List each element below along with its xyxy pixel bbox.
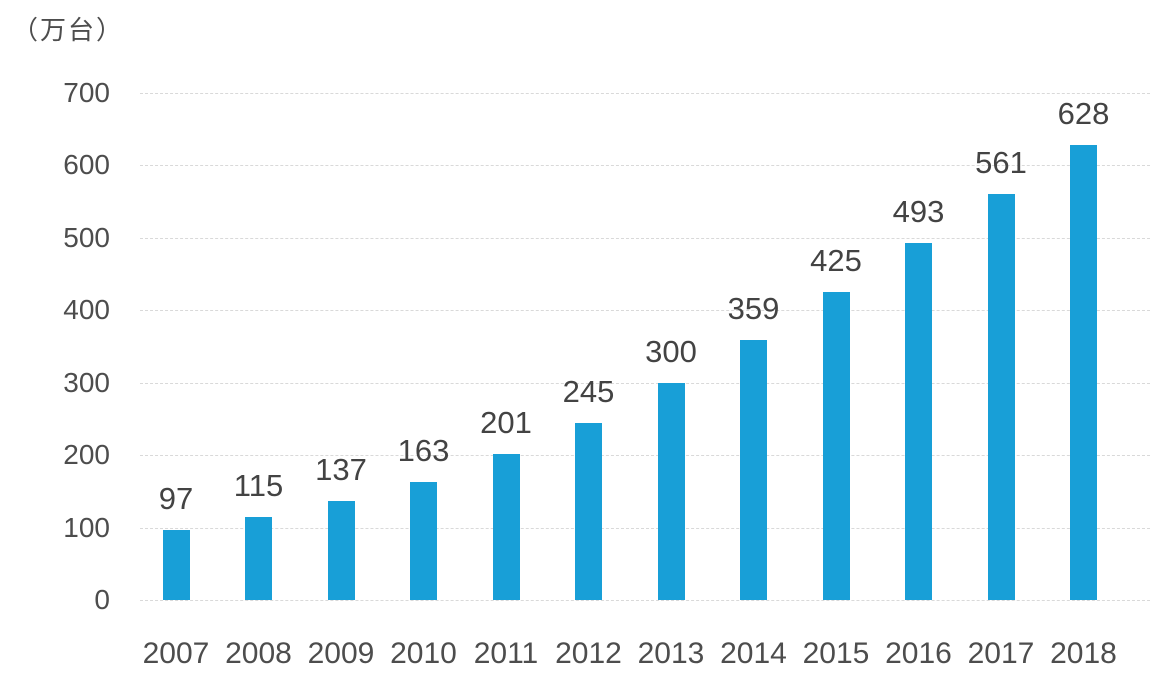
bar [162, 529, 190, 600]
bar [327, 500, 355, 600]
y-tick-label: 0 [94, 584, 110, 615]
x-tick-label: 2013 [637, 637, 705, 670]
y-tick-label: 100 [63, 511, 110, 543]
x-tick-label: 2014 [720, 637, 787, 670]
bar [575, 422, 602, 600]
x-tick-label: 2017 [967, 637, 1035, 670]
bar-value-label: 137 [315, 451, 367, 487]
x-tick-label: 2016 [885, 637, 952, 670]
x-tick-label: 2011 [473, 637, 539, 670]
y-tick-label: 600 [63, 149, 110, 181]
bar-value-label: 300 [645, 333, 697, 369]
y-tick-label: 300 [63, 366, 110, 398]
bar-value-label: 425 [810, 243, 862, 279]
y-axis-unit-label: （万台） [12, 15, 125, 45]
y-tick-label: 700 [63, 77, 110, 108]
bar [492, 454, 520, 600]
y-tick-label: 500 [63, 221, 110, 253]
x-tick-label: 2009 [307, 637, 375, 670]
bar [822, 292, 850, 600]
bar [740, 339, 767, 600]
gridline [140, 237, 1150, 239]
bar-value-label: 493 [892, 193, 945, 229]
x-tick-label: 2007 [142, 637, 210, 670]
bar-value-label: 115 [233, 467, 284, 503]
x-tick-label: 2018 [1050, 637, 1117, 670]
bar [905, 242, 932, 600]
gridline [140, 165, 1150, 167]
gridline [140, 93, 1150, 94]
gridline [140, 382, 1150, 384]
bar-value-label: 359 [727, 290, 780, 326]
bar-value-label: 163 [397, 432, 450, 468]
x-tick-label: 2008 [225, 637, 292, 670]
gridline [140, 527, 1150, 529]
x-tick-label: 2010 [390, 637, 457, 670]
bar-value-label: 201 [480, 405, 532, 441]
bar-value-label: 561 [975, 144, 1027, 180]
x-tick-label: 2012 [555, 637, 622, 670]
gridline [140, 310, 1150, 312]
bar [987, 193, 1015, 600]
bar-value-label: 245 [562, 373, 615, 409]
bar [1070, 145, 1097, 600]
y-tick-label: 400 [63, 294, 110, 326]
bar-value-label: 628 [1057, 96, 1110, 132]
bar [657, 382, 685, 600]
y-tick-label: 200 [63, 439, 110, 471]
gridline [140, 455, 1150, 457]
bar [410, 481, 437, 600]
x-tick-label: 2015 [802, 637, 870, 670]
gridline [140, 600, 1150, 601]
bar-value-label: 97 [158, 480, 194, 516]
plot-area: 97 115 137 163 201 245 300 359 425 493 561 628 [140, 93, 1150, 601]
bar [245, 516, 272, 600]
